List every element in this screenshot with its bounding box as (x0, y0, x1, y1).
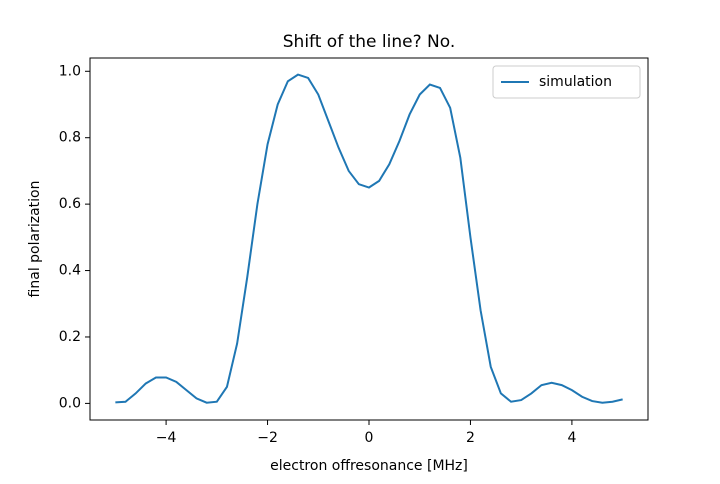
x-axis-label: electron offresonance [MHz] (270, 458, 468, 474)
y-tick-label: 0.2 (59, 329, 81, 345)
legend-label: simulation (539, 74, 612, 90)
legend-box (492, 65, 641, 99)
y-axis-label: final polarization (27, 181, 43, 298)
x-tick-label: 0 (365, 430, 374, 446)
y-tick-label: 0.6 (59, 196, 81, 212)
y-tick-label: 0.8 (59, 130, 81, 146)
line-series (115, 73, 623, 404)
x-tick-label: −2 (257, 430, 278, 446)
x-tick-label: −4 (156, 430, 177, 446)
x-tick-label: 4 (567, 430, 576, 446)
x-tick-label: 2 (466, 430, 475, 446)
y-tick-label: 1.0 (59, 63, 81, 79)
plot-frame (89, 57, 649, 421)
y-tick-label: 0.0 (59, 395, 81, 411)
y-tick-label: 0.4 (59, 263, 81, 279)
chart-title: Shift of the line? No. (283, 32, 455, 52)
